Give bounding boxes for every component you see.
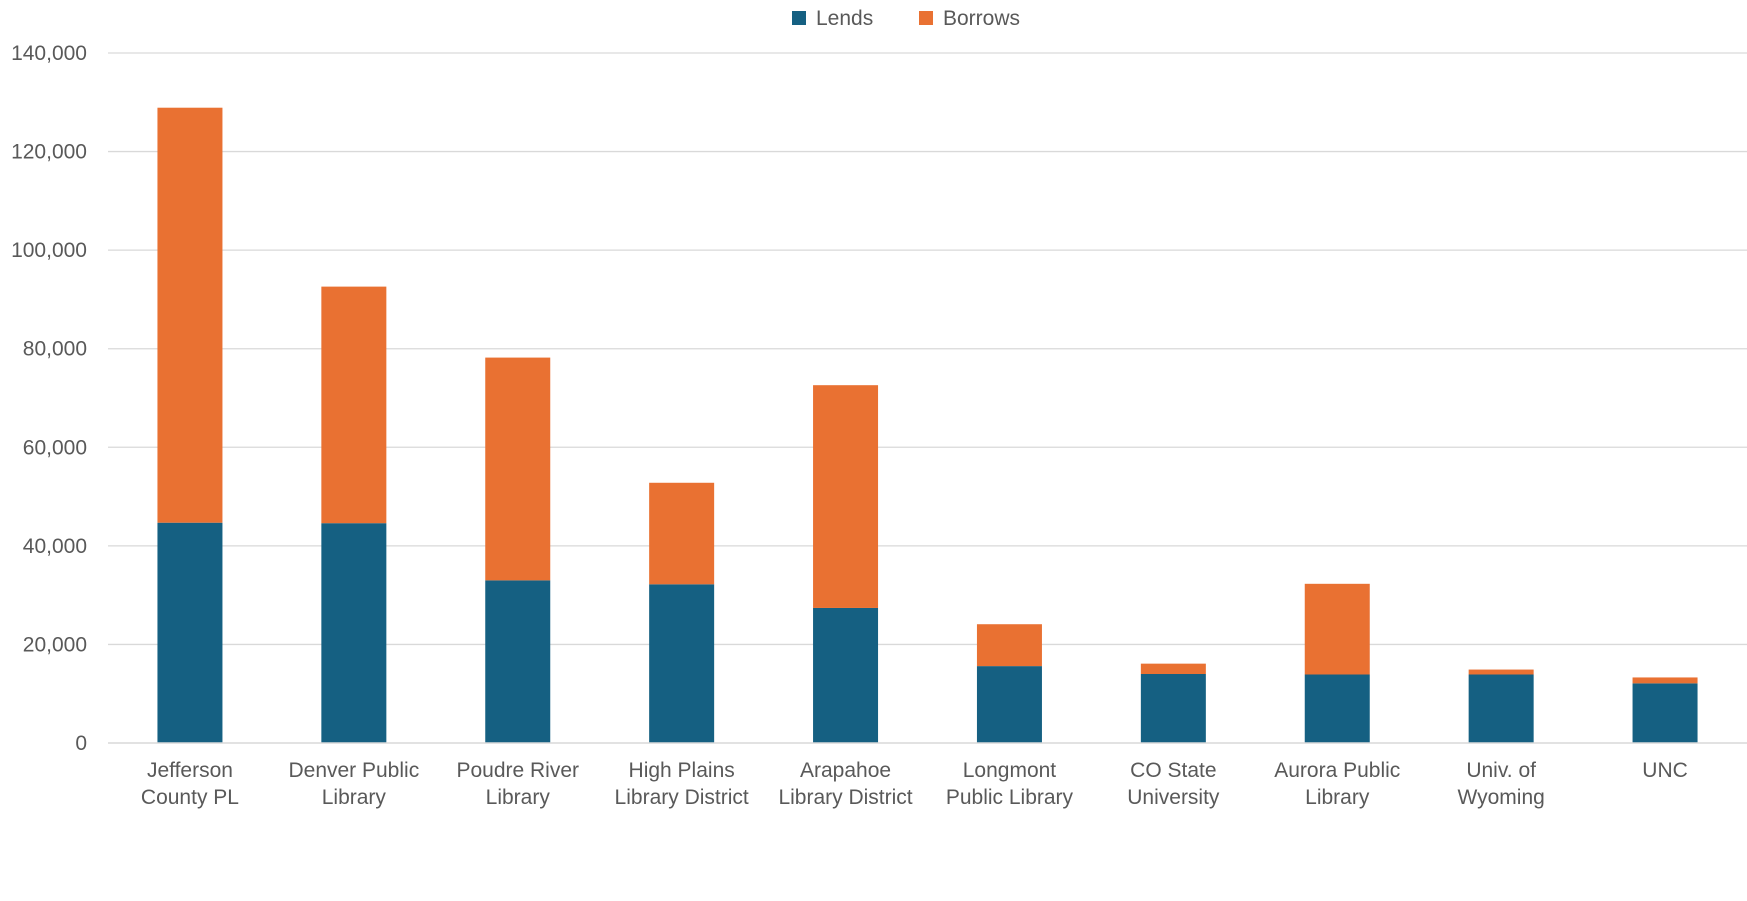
y-tick-label: 60,000 (23, 436, 87, 459)
legend-swatch (792, 11, 806, 25)
bar-lends (1632, 683, 1698, 743)
x-category-label: Jefferson (147, 759, 233, 782)
bar-borrows (1140, 663, 1206, 674)
bar-lends (1140, 674, 1206, 743)
x-axis-category-labels: Jefferson County PL Denver Public Library Po… (141, 759, 1688, 809)
x-category-label: Longmont (963, 759, 1057, 782)
bar-borrows (157, 107, 223, 523)
bars (157, 107, 1698, 743)
y-tick-label: 20,000 (23, 633, 87, 656)
legend-label: Lends (816, 7, 873, 30)
x-category-label: Library (486, 786, 551, 809)
x-category-label: UNC (1642, 759, 1688, 782)
y-tick-label: 100,000 (11, 239, 87, 262)
x-category-label: Library (1305, 786, 1370, 809)
y-tick-label: 0 (75, 732, 87, 755)
bar-borrows (321, 286, 387, 524)
x-category-label: Univ. of (1466, 759, 1536, 782)
bar-lends (976, 666, 1042, 743)
x-category-label: Denver Public (288, 759, 419, 782)
x-category-label: Library District (778, 786, 912, 809)
y-tick-label: 80,000 (23, 338, 87, 361)
bar-borrows (1632, 677, 1698, 684)
bar-borrows (485, 357, 551, 581)
y-tick-label: 140,000 (11, 42, 87, 65)
bar-borrows (649, 482, 715, 585)
legend-swatch (919, 11, 933, 25)
x-category-label: Public Library (946, 786, 1074, 809)
bar-borrows (1468, 669, 1534, 675)
x-category-label: Library District (615, 786, 749, 809)
legend-item-borrows: Borrows (919, 7, 1020, 30)
bar-lends (813, 607, 879, 743)
bar-borrows (976, 624, 1042, 667)
x-category-label: Poudre River (456, 759, 579, 782)
bar-lends (157, 522, 223, 743)
bar-lends (485, 580, 551, 743)
x-category-label: CO State (1130, 759, 1216, 782)
bar-borrows (813, 385, 879, 608)
x-category-label: Library (322, 786, 387, 809)
bar-lends (1468, 674, 1534, 743)
x-category-label: County PL (141, 786, 239, 809)
legend-item-lends: Lends (792, 7, 873, 30)
y-tick-label: 40,000 (23, 535, 87, 558)
y-tick-label: 120,000 (11, 141, 87, 164)
bar-lends (649, 584, 715, 743)
bar-lends (321, 523, 387, 743)
x-category-label: High Plains (629, 759, 735, 782)
bar-lends (1304, 674, 1370, 743)
x-category-label: University (1127, 786, 1220, 809)
legend: Lends Borrows (792, 7, 1020, 30)
legend-label: Borrows (943, 7, 1020, 30)
x-category-label: Wyoming (1457, 786, 1544, 809)
x-category-label: Aurora Public (1274, 759, 1400, 782)
bar-borrows (1304, 583, 1370, 675)
x-category-label: Arapahoe (800, 759, 891, 782)
y-axis-tick-labels: 0 20,000 40,000 60,000 80,000 100,000 120,000 1… (11, 42, 87, 755)
